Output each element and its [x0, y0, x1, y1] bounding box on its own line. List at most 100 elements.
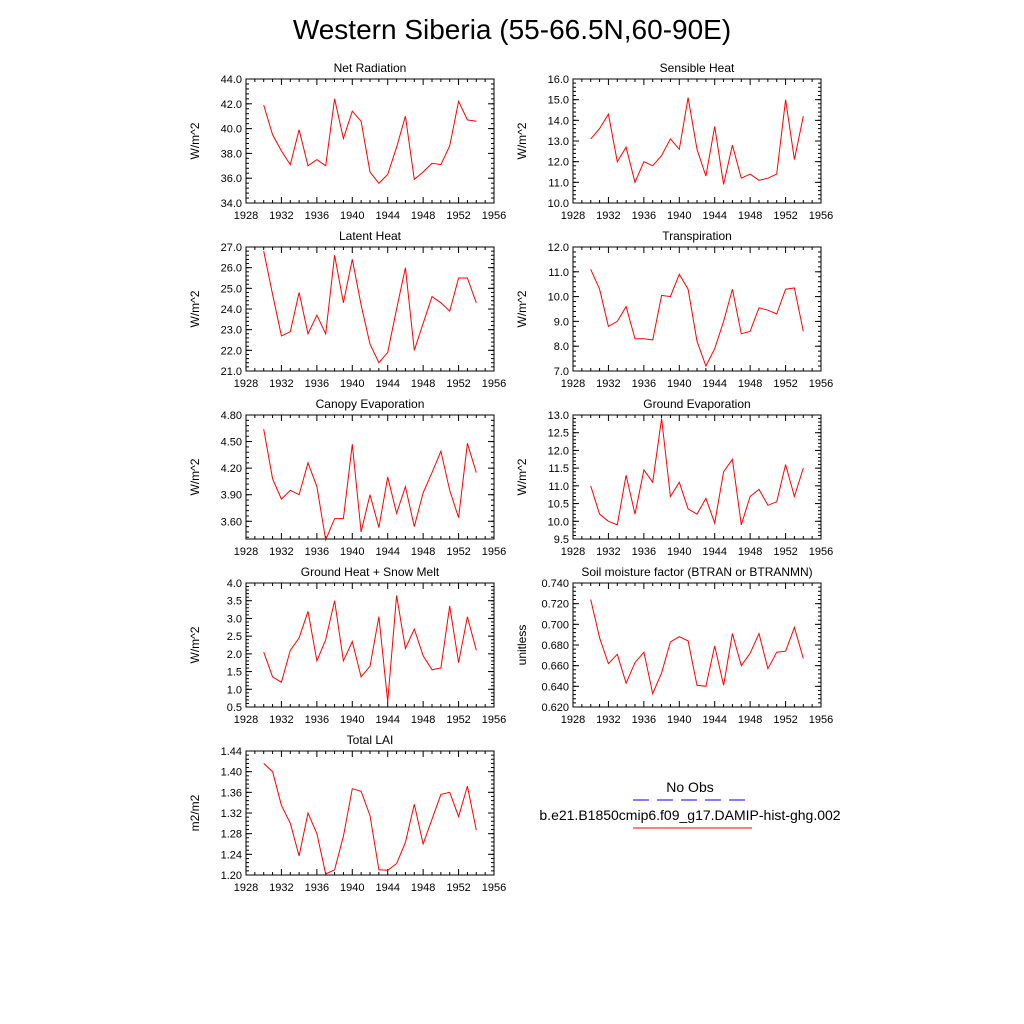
- y-tick-label: 0.5: [227, 702, 242, 714]
- y-tick-label: 3.60: [221, 516, 242, 528]
- x-tick-label: 1940: [340, 546, 364, 558]
- chart-title: Canopy Evaporation: [316, 397, 425, 411]
- chart-panel-7: Soil moisture factor (BTRAN or BTRANMN) u…: [515, 565, 833, 726]
- plot-frame: [572, 78, 822, 204]
- x-tick-label: 1948: [738, 378, 762, 390]
- x-tick-label: 1944: [375, 714, 399, 726]
- y-tick-label: 0.740: [541, 578, 569, 590]
- x-tick-label: 1936: [632, 546, 656, 558]
- chart-title: Latent Heat: [339, 229, 402, 243]
- x-tick-label: 1952: [773, 378, 797, 390]
- y-tick-label: 4.80: [221, 410, 242, 422]
- x-tick-label: 1936: [305, 546, 329, 558]
- x-tick-label: 1928: [234, 210, 258, 222]
- y-tick-label: 23.0: [221, 325, 242, 337]
- legend-model-label: b.e21.B1850cmip6.f09_g17.DAMIP-hist-ghg.…: [539, 807, 841, 823]
- x-tick-label: 1956: [482, 210, 506, 222]
- y-tick-label: 11.0: [548, 177, 569, 189]
- x-tick-label: 1948: [411, 210, 435, 222]
- chart-title: Net Radiation: [334, 61, 407, 75]
- x-tick-label: 1948: [738, 210, 762, 222]
- x-tick-label: 1948: [738, 714, 762, 726]
- x-tick-label: 1928: [561, 378, 585, 390]
- x-tick-label: 1944: [702, 210, 726, 222]
- x-tick-label: 1956: [809, 546, 833, 558]
- y-tick-label: 11.0: [548, 481, 569, 493]
- y-tick-label: 0.640: [541, 681, 569, 693]
- x-tick-label: 1952: [446, 210, 470, 222]
- y-tick-label: 15.0: [548, 95, 569, 107]
- x-tick-label: 1956: [809, 714, 833, 726]
- plot-frame: [245, 414, 495, 540]
- x-tick-label: 1952: [446, 882, 470, 894]
- chart-title: Total LAI: [347, 733, 394, 747]
- y-tick-label: 16.0: [548, 74, 569, 86]
- y-tick-label: 8.0: [554, 341, 569, 353]
- plot-frame: [572, 414, 822, 540]
- x-tick-label: 1948: [411, 546, 435, 558]
- x-tick-label: 1952: [773, 210, 797, 222]
- y-tick-label: 1.44: [221, 746, 242, 758]
- series-line-0: [263, 595, 477, 702]
- x-tick-label: 1952: [446, 378, 470, 390]
- y-tick-label: 12.5: [548, 428, 569, 440]
- y-tick-label: 3.0: [227, 613, 242, 625]
- x-tick-label: 1928: [561, 714, 585, 726]
- x-tick-label: 1940: [667, 210, 691, 222]
- x-tick-label: 1932: [269, 210, 293, 222]
- y-tick-label: 1.32: [221, 808, 242, 820]
- y-tick-label: 1.28: [221, 829, 242, 841]
- y-axis-label: W/m^2: [515, 122, 529, 159]
- plot-frame: [245, 582, 495, 708]
- x-tick-label: 1940: [340, 714, 364, 726]
- y-tick-label: 1.5: [227, 667, 242, 679]
- y-tick-label: 7.0: [554, 366, 569, 378]
- x-tick-label: 1940: [667, 546, 691, 558]
- chart-panel-8: Total LAI m2/m2 1928 1932 1936 1940 1944 1948 19…: [188, 733, 506, 894]
- x-tick-label: 1936: [632, 714, 656, 726]
- y-tick-label: 1.20: [221, 870, 242, 882]
- y-axis-label: W/m^2: [515, 458, 529, 495]
- plot-frame: [572, 582, 822, 708]
- x-tick-label: 1956: [482, 546, 506, 558]
- x-tick-label: 1932: [269, 546, 293, 558]
- y-tick-label: 34.0: [221, 198, 242, 210]
- x-tick-label: 1928: [561, 210, 585, 222]
- chart-panel-2: Latent Heat W/m^2 1928 1932 1936 1940 1944 1948…: [188, 229, 506, 390]
- x-tick-label: 1948: [738, 546, 762, 558]
- y-tick-label: 12.0: [548, 445, 569, 457]
- x-tick-label: 1932: [596, 210, 620, 222]
- x-tick-label: 1944: [702, 546, 726, 558]
- x-tick-label: 1956: [809, 378, 833, 390]
- x-tick-label: 1956: [482, 714, 506, 726]
- chart-panel-3: Transpiration W/m^2 1928 1932 1936 1940 1944 19…: [515, 229, 833, 390]
- y-tick-label: 25.0: [221, 283, 242, 295]
- y-tick-label: 27.0: [221, 242, 242, 254]
- series-line-0: [590, 97, 804, 185]
- x-tick-label: 1932: [596, 714, 620, 726]
- y-tick-label: 13.0: [548, 410, 569, 422]
- x-tick-label: 1944: [702, 714, 726, 726]
- x-tick-label: 1936: [632, 210, 656, 222]
- chart-panel-6: Ground Heat + Snow Melt W/m^2 1928 1932 1936…: [188, 565, 506, 726]
- y-tick-label: 4.20: [221, 463, 242, 475]
- y-tick-label: 11.5: [548, 463, 569, 475]
- x-tick-label: 1928: [234, 714, 258, 726]
- x-tick-label: 1956: [482, 378, 506, 390]
- x-tick-label: 1932: [269, 882, 293, 894]
- x-tick-label: 1944: [375, 378, 399, 390]
- x-tick-label: 1932: [596, 378, 620, 390]
- y-tick-label: 11.0: [548, 267, 569, 279]
- y-tick-label: 0.620: [541, 702, 569, 714]
- plot-frame: [572, 246, 822, 372]
- y-axis-label: unitless: [515, 625, 529, 666]
- x-tick-label: 1940: [340, 378, 364, 390]
- chart-title: Transpiration: [662, 229, 732, 243]
- y-tick-label: 4.0: [227, 578, 242, 590]
- chart-panel-1: Sensible Heat W/m^2 1928 1932 1936 1940 1944 19…: [515, 61, 833, 222]
- y-axis-label: W/m^2: [188, 122, 202, 159]
- legend-obs-label: No Obs: [666, 779, 714, 795]
- series-line-0: [263, 98, 477, 184]
- x-tick-label: 1944: [375, 882, 399, 894]
